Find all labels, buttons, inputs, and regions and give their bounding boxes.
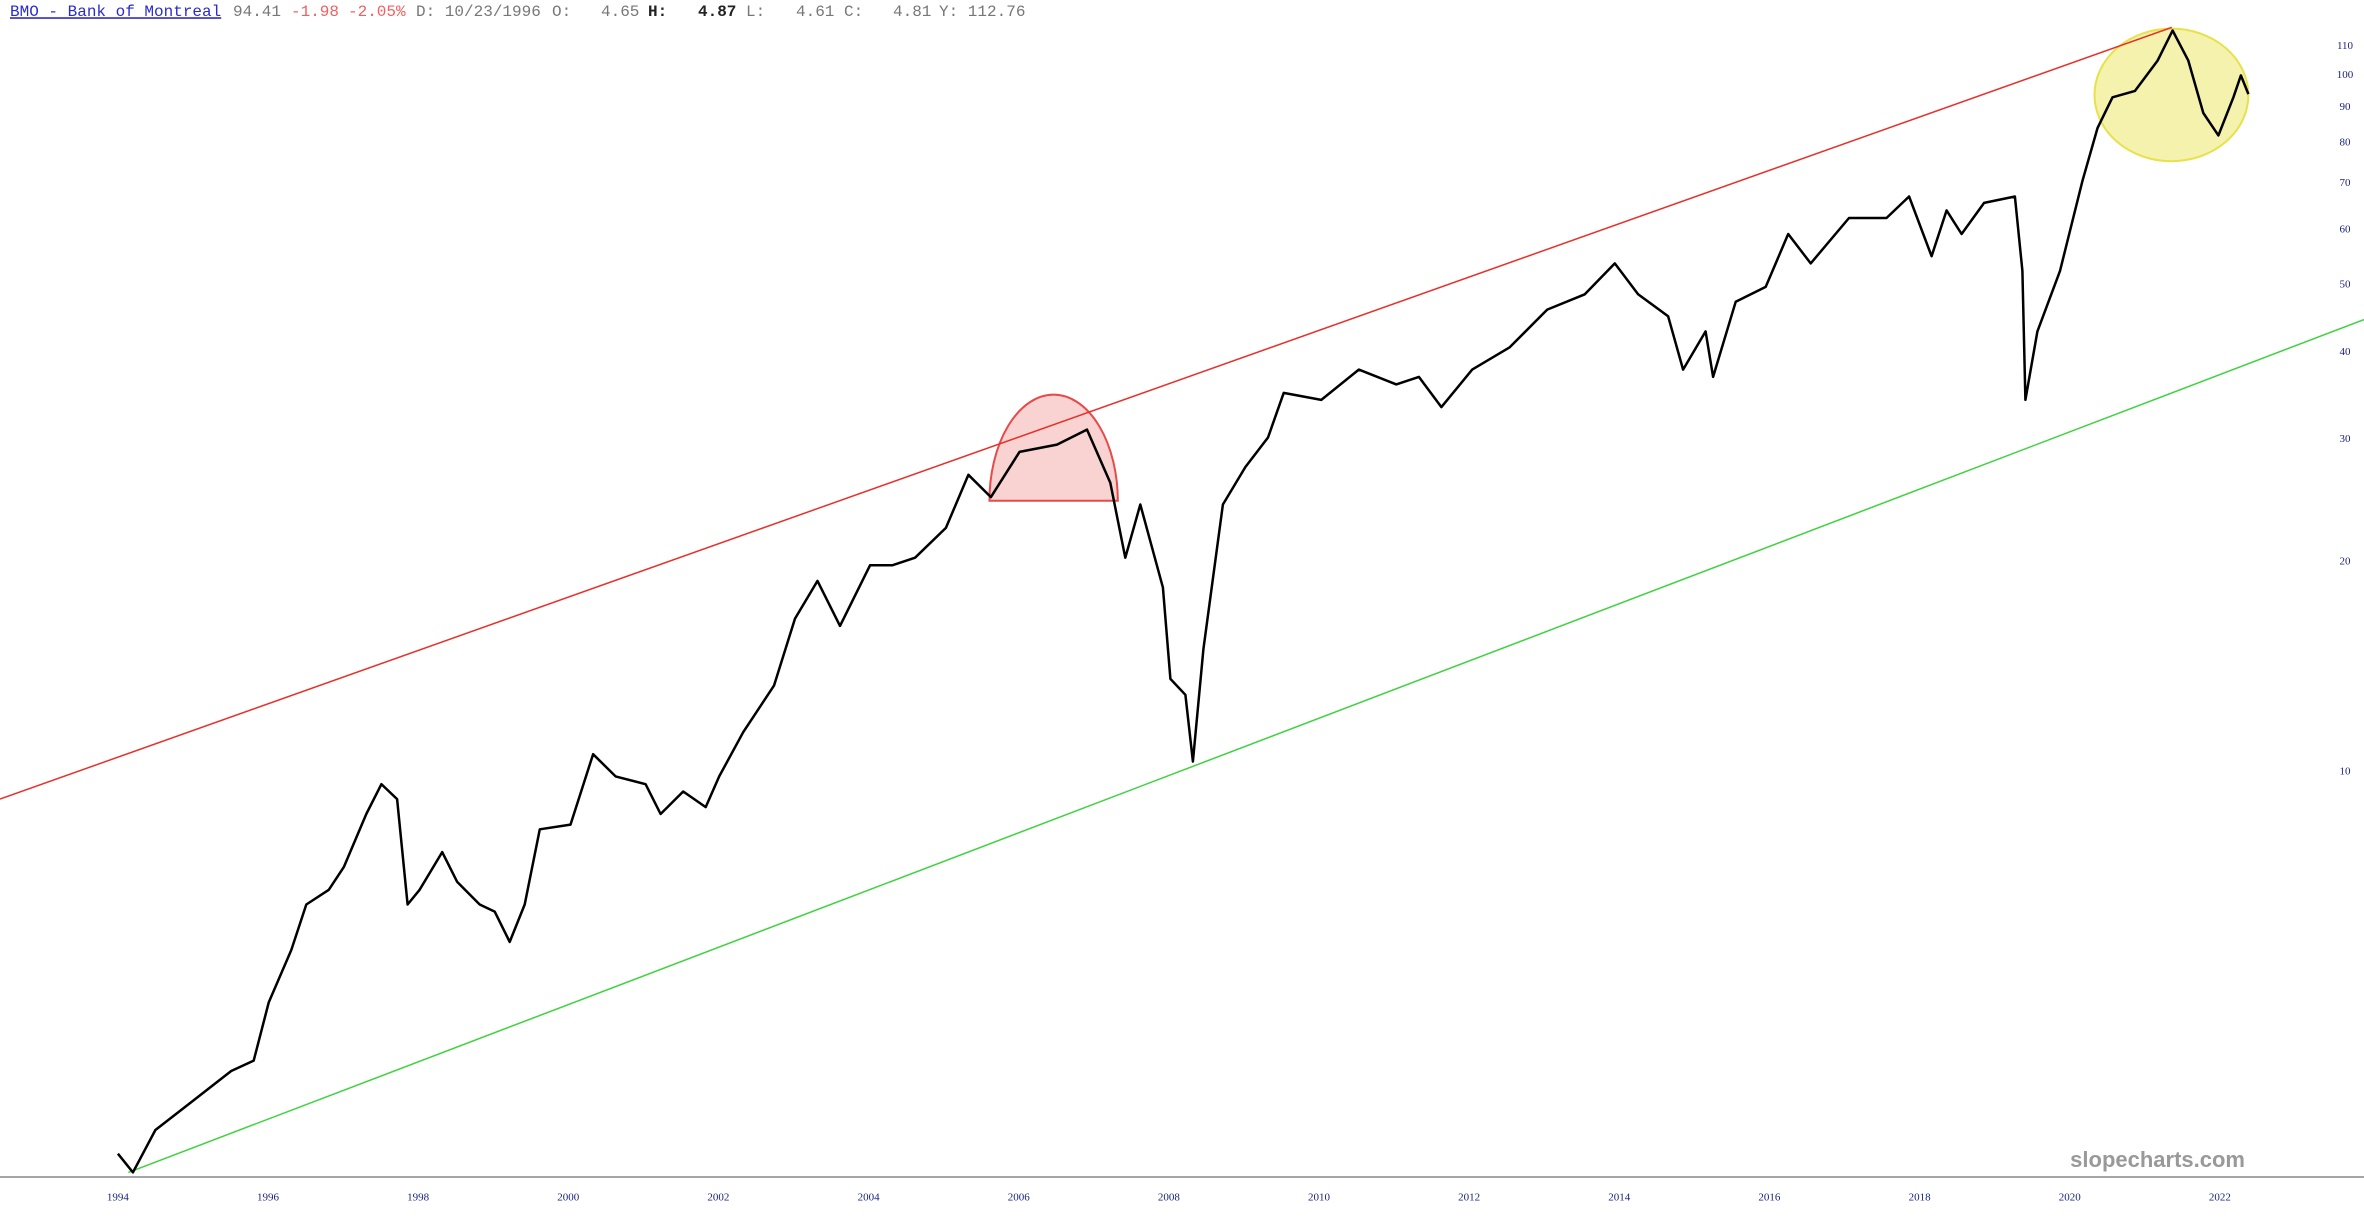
year-high: Y: 112.76 (939, 3, 1025, 21)
highlight-ellipse (2093, 27, 2250, 163)
y-tick-label: 70 (2340, 177, 2352, 189)
x-tick-label: 2014 (1608, 1192, 1631, 1204)
low: 4.61 (796, 3, 834, 21)
date: D: 10/23/1996 (416, 3, 541, 21)
y-tick-label: 10 (2340, 765, 2352, 777)
y-tick-label: 60 (2340, 223, 2352, 235)
change: -1.98 (291, 3, 339, 21)
high: 4.87 (698, 3, 736, 21)
high-label: H: (648, 3, 667, 21)
y-tick-label: 110 (2337, 40, 2354, 52)
x-tick-label: 2022 (2209, 1192, 2231, 1204)
y-tick-label: 50 (2340, 279, 2352, 291)
y-tick-label: 80 (2340, 136, 2352, 148)
x-tick-label: 2012 (1458, 1192, 1480, 1204)
x-tick-label: 1994 (107, 1192, 130, 1204)
highlight-dome (988, 394, 1119, 502)
y-tick-label: 90 (2340, 101, 2352, 113)
price-line (116, 29, 2250, 1174)
x-tick-label: 2008 (1158, 1192, 1181, 1204)
watermark: slopecharts.com (2070, 1147, 2245, 1172)
change-pct: -2.05% (348, 3, 406, 21)
y-tick-label: 100 (2337, 69, 2354, 81)
x-tick-label: 2016 (1758, 1192, 1781, 1204)
y-tick-label: 40 (2340, 346, 2352, 358)
trendline (128, 318, 2364, 1174)
x-tick-label: 2020 (2059, 1192, 2082, 1204)
x-tick-label: 2002 (707, 1192, 729, 1204)
x-tick-label: 2000 (557, 1192, 580, 1204)
open-label: O: (552, 3, 571, 21)
x-tick-label: 2004 (858, 1192, 881, 1204)
header: BMO - Bank of Montreal 94.41 -1.98 -2.05… (10, 3, 1025, 21)
open: 4.65 (601, 3, 639, 21)
close-label: C: (844, 3, 863, 21)
close: 4.81 (893, 3, 931, 21)
x-tick-label: 1996 (257, 1192, 280, 1204)
low-label: L: (746, 3, 765, 21)
x-tick-label: 1998 (407, 1192, 430, 1204)
y-tick-label: 30 (2340, 433, 2352, 445)
x-tick-label: 2010 (1308, 1192, 1331, 1204)
x-tick-label: 2018 (1909, 1192, 1932, 1204)
x-tick-label: 2006 (1008, 1192, 1031, 1204)
y-tick-label: 20 (2340, 556, 2352, 568)
ticker-link[interactable]: BMO - Bank of Montreal (10, 3, 221, 21)
last-price: 94.41 (233, 3, 281, 21)
trendline (0, 26, 2173, 800)
